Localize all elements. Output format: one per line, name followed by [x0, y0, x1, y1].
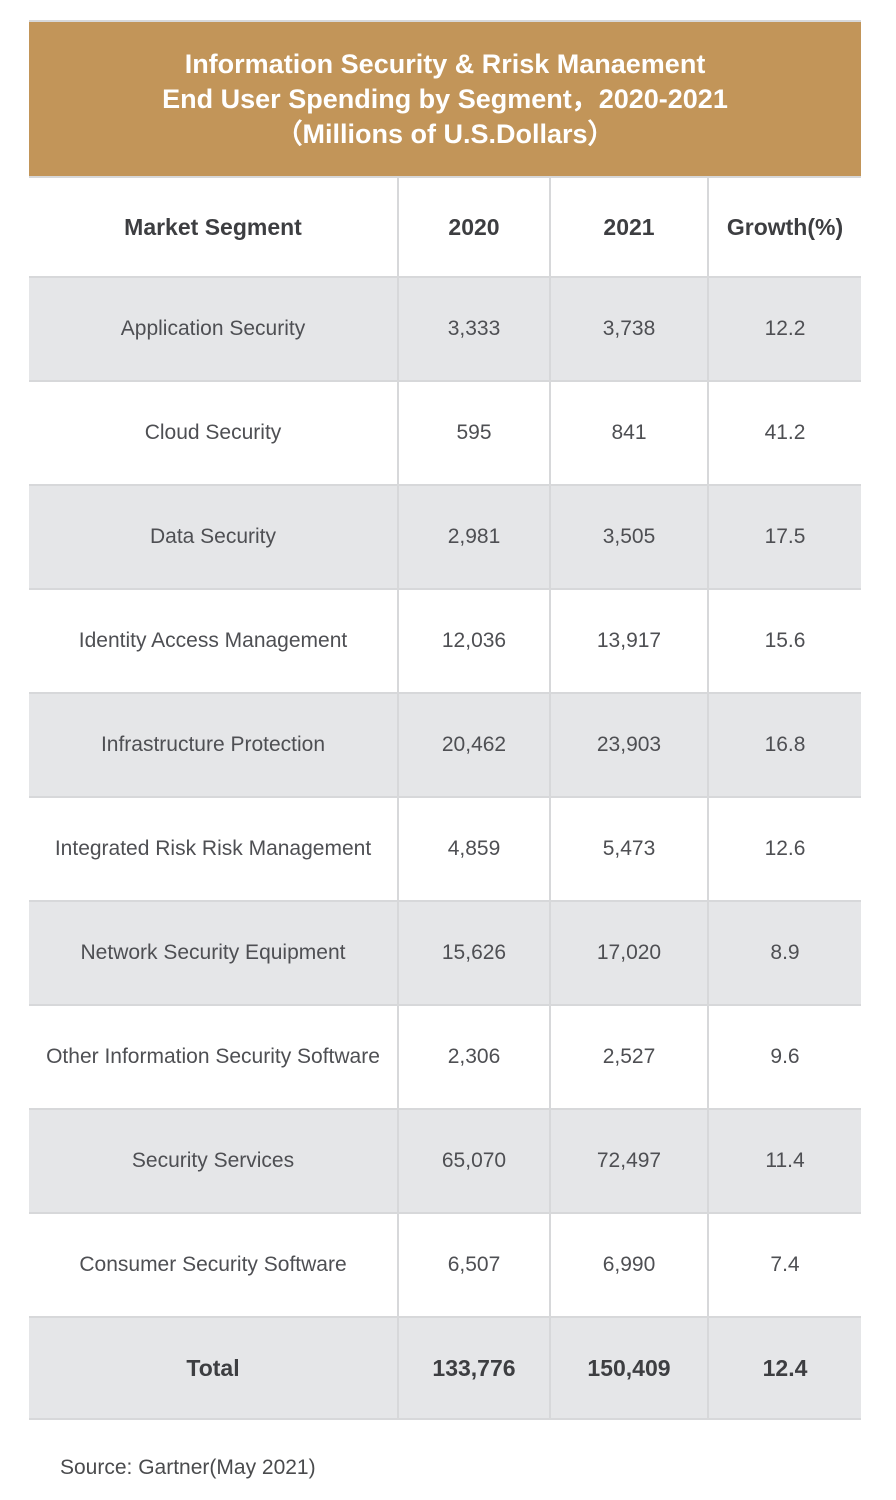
- table-row: Cloud Security 595 841 41.2: [29, 381, 861, 486]
- title-line-3: （Millions of U.S.Dollars）: [275, 118, 615, 149]
- table-title-band: Information Security & Rrisk Manaement E…: [29, 20, 861, 178]
- segment-cell: Consumer Security Software: [29, 1213, 398, 1318]
- table-row: Infrastructure Protection 20,462 23,903 16.…: [29, 693, 861, 798]
- value-cell: 6,990: [549, 1213, 708, 1318]
- value-cell: 17.5: [707, 485, 861, 590]
- value-cell: 17,020: [549, 901, 708, 1006]
- segment-cell: Infrastructure Protection: [29, 693, 398, 798]
- value-cell: 65,070: [397, 1109, 550, 1214]
- table-body: Information Security & Rrisk Manaement E…: [29, 20, 861, 1420]
- value-cell: 2,527: [549, 1005, 708, 1110]
- table-row: Data Security 2,981 3,505 17.5: [29, 485, 861, 590]
- source-note: Source: Gartner(May 2021): [60, 1456, 316, 1479]
- table-row: Other Information Security Software 2,306…: [29, 1005, 861, 1110]
- value-cell: 15.6: [707, 589, 861, 694]
- segment-cell: Network Security Equipment: [29, 901, 398, 1006]
- value-cell: 6,507: [397, 1213, 550, 1318]
- table-row: Consumer Security Software 6,507 6,990 7.4: [29, 1213, 861, 1318]
- segment-cell: Integrated Risk Risk Management: [29, 797, 398, 902]
- title-line-1: Information Security & Rrisk Manaement: [184, 48, 706, 79]
- value-cell: 12.6: [707, 797, 861, 902]
- segment-cell: Security Services: [29, 1109, 398, 1214]
- title-row: Information Security & Rrisk Manaement E…: [29, 20, 861, 178]
- column-header-growth: Growth(%): [707, 177, 861, 278]
- table-row: Network Security Equipment 15,626 17,020 8.…: [29, 901, 861, 1006]
- total-label-cell: Total: [29, 1317, 398, 1420]
- value-cell: 3,333: [397, 277, 550, 382]
- value-cell: 841: [549, 381, 708, 486]
- value-cell: 5,473: [549, 797, 708, 902]
- value-cell: 9.6: [707, 1005, 861, 1110]
- value-cell: 72,497: [549, 1109, 708, 1214]
- value-cell: 8.9: [707, 901, 861, 1006]
- total-growth-cell: 12.4: [707, 1317, 861, 1420]
- value-cell: 3,505: [549, 485, 708, 590]
- total-row: Total 133,776 150,409 12.4: [29, 1317, 861, 1420]
- title-line-2: End User Spending by Segment，2020-2021: [162, 83, 728, 114]
- value-cell: 13,917: [549, 589, 708, 694]
- value-cell: 11.4: [707, 1109, 861, 1214]
- value-cell: 23,903: [549, 693, 708, 798]
- table-row: Identity Access Management 12,036 13,917 15…: [29, 589, 861, 694]
- column-header-2020: 2020: [397, 177, 550, 278]
- table-row: Application Security 3,333 3,738 12.2: [29, 277, 861, 382]
- table-row: Security Services 65,070 72,497 11.4: [29, 1109, 861, 1214]
- value-cell: 41.2: [707, 381, 861, 486]
- value-cell: 2,981: [397, 485, 550, 590]
- value-cell: 15,626: [397, 901, 550, 1006]
- value-cell: 7.4: [707, 1213, 861, 1318]
- total-2021-cell: 150,409: [549, 1317, 708, 1420]
- column-header-2021: 2021: [549, 177, 708, 278]
- spending-table-container: Information Security & Rrisk Manaement E…: [29, 20, 861, 1420]
- value-cell: 16.8: [707, 693, 861, 798]
- value-cell: 12,036: [397, 589, 550, 694]
- value-cell: 3,738: [549, 277, 708, 382]
- column-header-row: Market Segment 2020 2021 Growth(%): [29, 177, 861, 278]
- total-2020-cell: 133,776: [397, 1317, 550, 1420]
- segment-cell: Other Information Security Software: [29, 1005, 398, 1110]
- value-cell: 4,859: [397, 797, 550, 902]
- value-cell: 20,462: [397, 693, 550, 798]
- segment-cell: Application Security: [29, 277, 398, 382]
- segment-cell: Data Security: [29, 485, 398, 590]
- spending-table: Information Security & Rrisk Manaement E…: [29, 20, 861, 1420]
- segment-cell: Cloud Security: [29, 381, 398, 486]
- table-row: Integrated Risk Risk Management 4,859 5,47…: [29, 797, 861, 902]
- segment-cell: Identity Access Management: [29, 589, 398, 694]
- value-cell: 595: [397, 381, 550, 486]
- column-header-market-segment: Market Segment: [29, 177, 398, 278]
- value-cell: 2,306: [397, 1005, 550, 1110]
- value-cell: 12.2: [707, 277, 861, 382]
